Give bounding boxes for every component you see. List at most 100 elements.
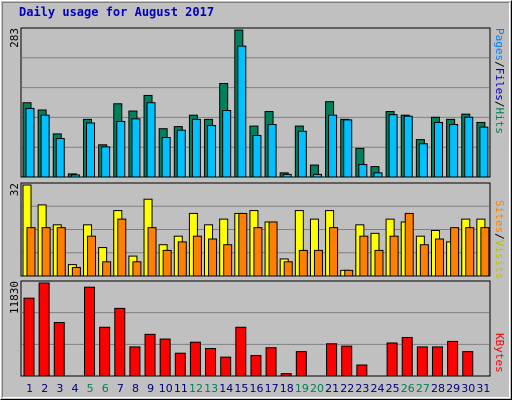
bar-kbytes	[189, 341, 201, 377]
bar-files	[388, 114, 398, 178]
bar-kbytes	[250, 355, 262, 377]
x-tick-label: 7	[117, 382, 124, 395]
bar-files	[328, 114, 338, 178]
bar-files	[252, 134, 262, 178]
bar-sites	[102, 261, 112, 277]
bar-sites	[344, 269, 354, 277]
bar-kbytes	[462, 351, 474, 377]
bar-kbytes	[235, 326, 247, 377]
x-tick-label: 9	[147, 382, 154, 395]
bar-sites	[313, 249, 323, 277]
bar-files	[222, 110, 232, 178]
bar-sites	[71, 266, 81, 277]
bar-sites	[389, 235, 399, 277]
y-max-label-hits: 283	[8, 28, 21, 48]
chart-title: Daily usage for August 2017	[19, 5, 215, 19]
bar-sites	[147, 227, 157, 277]
bar-files	[207, 125, 217, 178]
x-tick-label: 28	[431, 382, 445, 395]
bar-files	[40, 114, 50, 178]
bar-sites	[26, 227, 36, 277]
x-tick-label: 17	[265, 382, 279, 395]
x-tick-label: 20	[310, 382, 324, 395]
y-max-label-kbytes: 11830	[8, 281, 21, 314]
bar-kbytes	[401, 336, 413, 377]
x-tick-label: 14	[219, 382, 233, 395]
bar-files	[116, 120, 126, 178]
x-tick-label: 30	[461, 382, 475, 395]
x-tick-label: 16	[250, 382, 264, 395]
x-tick-label: 21	[325, 382, 339, 395]
bar-files	[343, 119, 353, 178]
x-tick-label: 8	[132, 382, 139, 395]
bar-kbytes	[84, 286, 96, 377]
x-tick-label: 18	[280, 382, 294, 395]
bar-kbytes	[386, 342, 398, 377]
x-tick-label: 4	[71, 382, 78, 395]
bar-files	[55, 138, 65, 178]
bar-sites	[374, 249, 384, 277]
bar-sites	[283, 261, 293, 277]
bar-sites	[223, 244, 233, 277]
legend-pages-files-hits: Pages/Files/Hits	[493, 28, 506, 134]
bar-kbytes	[341, 345, 353, 377]
bar-sites	[132, 261, 142, 277]
bar-sites	[404, 212, 414, 277]
legend-sep: /	[493, 233, 506, 240]
bar-sites	[419, 244, 429, 277]
y-max-label-visits: 32	[8, 183, 21, 196]
bar-files	[25, 107, 35, 178]
bar-files	[101, 146, 111, 178]
bar-files	[297, 130, 307, 178]
bar-kbytes	[38, 282, 50, 377]
bar-kbytes	[114, 307, 126, 377]
bar-sites	[253, 227, 263, 277]
bar-kbytes	[220, 356, 232, 377]
bar-kbytes	[431, 346, 443, 377]
bar-files	[449, 124, 459, 178]
x-tick-label: 31	[476, 382, 490, 395]
bar-kbytes	[356, 364, 368, 377]
x-tick-label: 11	[174, 382, 188, 395]
bar-kbytes	[326, 343, 338, 377]
bar-sites	[162, 249, 172, 277]
bar-sites	[208, 238, 218, 277]
x-tick-label: 23	[355, 382, 369, 395]
bar-kbytes	[174, 352, 186, 377]
bar-kbytes	[416, 346, 428, 377]
bar-files	[131, 118, 141, 178]
bar-files	[161, 137, 171, 178]
legend-visits: Visits	[493, 240, 506, 280]
bar-sites	[87, 235, 97, 277]
bar-sites	[177, 241, 187, 277]
bar-kbytes	[144, 333, 156, 377]
legend-pages: Pages	[493, 28, 506, 61]
bar-kbytes	[159, 338, 171, 377]
bar-sites	[56, 227, 66, 277]
x-tick-label: 15	[234, 382, 248, 395]
legend-hits: Hits	[493, 108, 506, 135]
bar-kbytes	[99, 326, 111, 377]
bar-sites	[329, 227, 339, 277]
bar-sites	[117, 218, 127, 277]
bar-files	[312, 173, 322, 178]
bar-files	[282, 173, 292, 178]
bar-files	[267, 124, 277, 178]
x-tick-label: 22	[340, 382, 354, 395]
x-tick-label: 12	[189, 382, 203, 395]
bar-sites	[268, 221, 278, 277]
bar-sites	[41, 227, 51, 277]
bar-sites	[450, 227, 460, 277]
bar-files	[86, 122, 96, 178]
x-tick-label: 27	[416, 382, 430, 395]
bar-kbytes	[447, 340, 459, 377]
bar-sites	[192, 235, 202, 277]
x-tick-label: 10	[159, 382, 173, 395]
bar-kbytes	[53, 322, 65, 377]
bar-sites	[238, 212, 248, 277]
legend-sep: /	[493, 61, 506, 68]
bar-sites	[434, 238, 444, 277]
x-tick-label: 6	[102, 382, 109, 395]
bar-sites	[298, 249, 308, 277]
